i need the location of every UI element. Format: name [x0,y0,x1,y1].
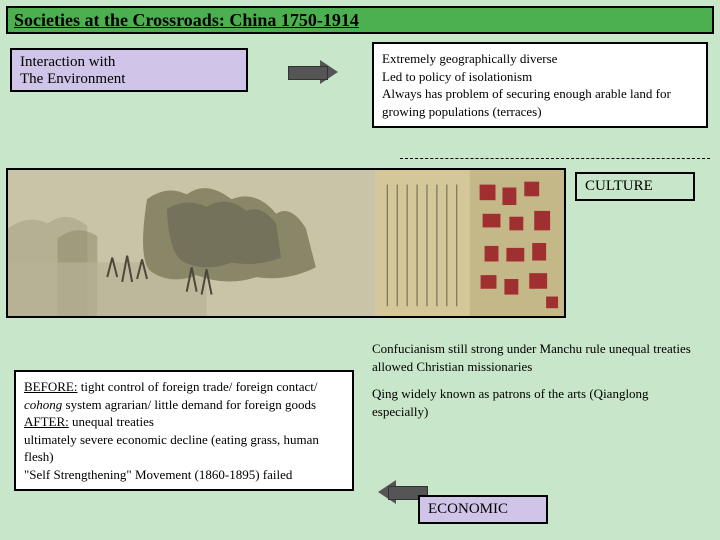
arrow-icon [320,60,338,84]
culture-text-p2: Qing widely known as patrons of the arts… [372,385,708,420]
after-label: AFTER: [24,414,69,429]
culture-text-box: Confucianism still strong under Manchu r… [372,340,708,420]
before-text: tight control of foreign trade/ foreign … [77,379,317,394]
before-label: BEFORE: [24,379,77,394]
interaction-text: Extremely geographically diverse Led to … [382,50,698,120]
divider [400,158,710,159]
after-text: unequal treaties ultimately severe econo… [24,414,319,482]
arrow-icon [378,480,396,504]
culture-text-p1: Confucianism still strong under Manchu r… [372,340,708,375]
before-text2: system agrarian/ little demand for forei… [62,397,316,412]
culture-label-box: CULTURE [575,172,695,201]
interaction-label-l1: Interaction with [20,54,238,71]
cohong-text: cohong [24,397,62,412]
economic-label: ECONOMIC [428,501,508,517]
economic-text-box: BEFORE: tight control of foreign trade/ … [14,370,354,491]
economic-label-box: ECONOMIC [418,495,548,524]
landscape-painting [6,168,566,318]
interaction-text-box: Extremely geographically diverse Led to … [372,42,708,128]
page-title: Societies at the Crossroads: China 1750-… [6,6,714,34]
interaction-label-box: Interaction with The Environment [10,48,248,92]
interaction-label-l2: The Environment [20,71,238,88]
culture-label: CULTURE [585,178,653,194]
